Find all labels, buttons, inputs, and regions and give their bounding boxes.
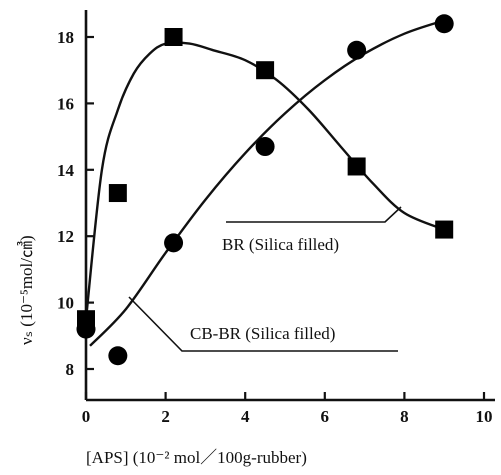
y-tick-label-0: 8	[66, 360, 75, 379]
br-point-5	[435, 220, 454, 239]
cbbr-point-5	[434, 14, 454, 34]
data-markers	[76, 14, 454, 366]
x-tick-label-1: 2	[161, 407, 170, 426]
br-fit-curve	[84, 41, 445, 320]
br-point-2	[164, 28, 183, 46]
x-tick-label-4: 8	[400, 407, 409, 426]
tick-labels: 0 2 4 6 8 10 8 10 12 14 16 18	[57, 28, 493, 426]
y-tick-label-2: 12	[57, 227, 74, 246]
br-point-4	[347, 157, 366, 176]
x-tick-label-2: 4	[241, 407, 250, 426]
annotations: BR (Silica filled) CB-BR (Silica filled)	[128, 206, 402, 352]
x-tick-label-3: 6	[321, 407, 330, 426]
y-tick-label-5: 18	[57, 28, 74, 47]
y-axis-label: νₛ (10⁻⁵mol/㎤)	[17, 235, 36, 345]
cbbr-fit-curve	[89, 19, 445, 347]
cbbr-point-0	[76, 319, 96, 339]
cbbr-point-2	[164, 233, 184, 253]
x-tick-label-0: 0	[82, 407, 91, 426]
x-axis-label: [APS] (10⁻² mol／100g-rubber)	[86, 448, 307, 467]
ticks	[84, 35, 486, 400]
cbbr-point-3	[255, 137, 275, 157]
br-point-3	[256, 61, 275, 80]
cbbr-point-1	[108, 346, 128, 366]
y-tick-label-4: 16	[57, 94, 74, 113]
y-tick-label-1: 10	[57, 294, 74, 313]
br-annotation-label: BR (Silica filled)	[222, 235, 339, 254]
x-tick-label-5: 10	[476, 407, 493, 426]
br-annotation-leader	[226, 206, 402, 223]
br-point-1	[108, 184, 127, 203]
cbbr-annotation-label: CB-BR (Silica filled)	[190, 324, 335, 343]
y-tick-label-3: 14	[57, 161, 75, 180]
cbbr-annotation-leader	[128, 296, 398, 352]
cbbr-point-4	[347, 40, 367, 60]
